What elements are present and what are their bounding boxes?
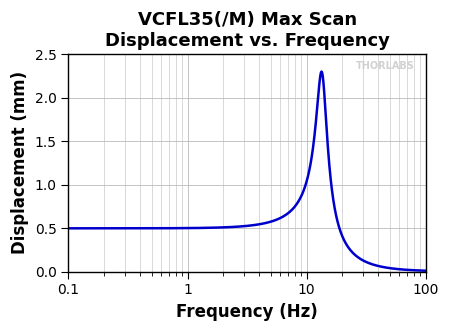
Y-axis label: Displacement (mm): Displacement (mm) bbox=[11, 71, 29, 254]
Title: VCFL35(/M) Max Scan
Displacement vs. Frequency: VCFL35(/M) Max Scan Displacement vs. Fre… bbox=[105, 11, 390, 50]
Text: THORLABS: THORLABS bbox=[356, 61, 415, 71]
X-axis label: Frequency (Hz): Frequency (Hz) bbox=[176, 303, 318, 321]
